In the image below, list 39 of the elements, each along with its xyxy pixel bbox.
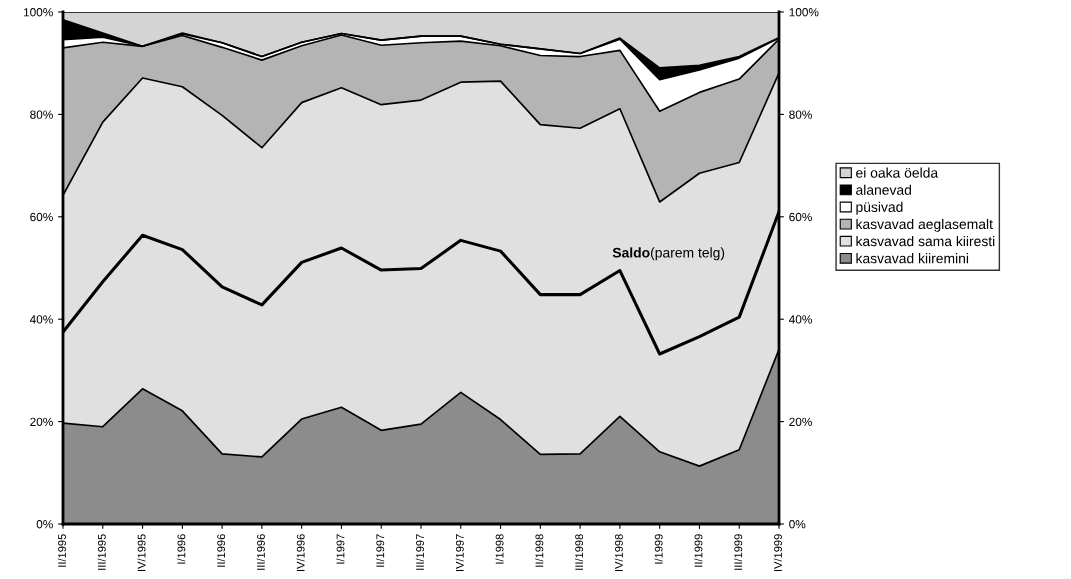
y-tick-label: 40%: [29, 315, 53, 324]
y-tick-label: 60%: [30, 212, 53, 222]
x-tick-label: III/1999: [734, 534, 743, 570]
y-tick-label: 80%: [30, 110, 53, 119]
x-tick-label: IV/1999: [773, 534, 782, 571]
x-tick-label: IV/1997: [455, 534, 464, 571]
x-tick-label: II/1996: [216, 534, 226, 567]
x-tick-label: III/1998: [574, 534, 584, 570]
annotation: (parem telg): [650, 247, 725, 261]
y2-tick-label: 60%: [789, 212, 812, 222]
legend-label: kasvavad aeglasemalt: [856, 218, 993, 232]
x-tick-label: III/1996: [256, 534, 265, 570]
legend-label: kasvavad kiiremini: [856, 253, 969, 264]
legend-label: püsivad: [856, 201, 903, 215]
series-label: Saldo: [612, 247, 650, 258]
legend-label: kasvavad sama kiiresti: [856, 236, 995, 247]
legend-label: alanevad: [856, 184, 911, 195]
y2-tick-label: 40%: [788, 315, 812, 324]
x-tick-label: IV/1995: [137, 534, 146, 571]
x-tick-label: IV/1996: [296, 534, 305, 571]
y2-tick-label: 80%: [789, 110, 812, 119]
x-tick-label: I/1996: [177, 534, 186, 564]
y-tick-label: 0%: [36, 520, 53, 529]
y2-tick-label: 0%: [789, 520, 806, 529]
x-tick-label: II/1998: [535, 534, 544, 567]
x-tick-label: II/1997: [376, 534, 385, 567]
legend-label: ei oaka öelda: [856, 167, 939, 178]
y2-tick-label: 20%: [789, 417, 812, 426]
x-tick-label: III/1995: [97, 534, 106, 570]
x-tick-label: II/1995: [57, 534, 66, 567]
x-tick-label: I/1998: [495, 534, 504, 564]
y2-tick-label: 100%: [789, 8, 819, 17]
y-tick-label: 20%: [30, 417, 53, 426]
x-tick-label: I/1999: [654, 534, 663, 564]
x-tick-label: IV/1998: [614, 534, 623, 571]
y-tick-label: 100%: [23, 8, 53, 17]
x-tick-label: II/1999: [694, 534, 703, 567]
x-tick-label: III/1997: [415, 534, 424, 570]
x-tick-label: I/1997: [336, 534, 345, 564]
